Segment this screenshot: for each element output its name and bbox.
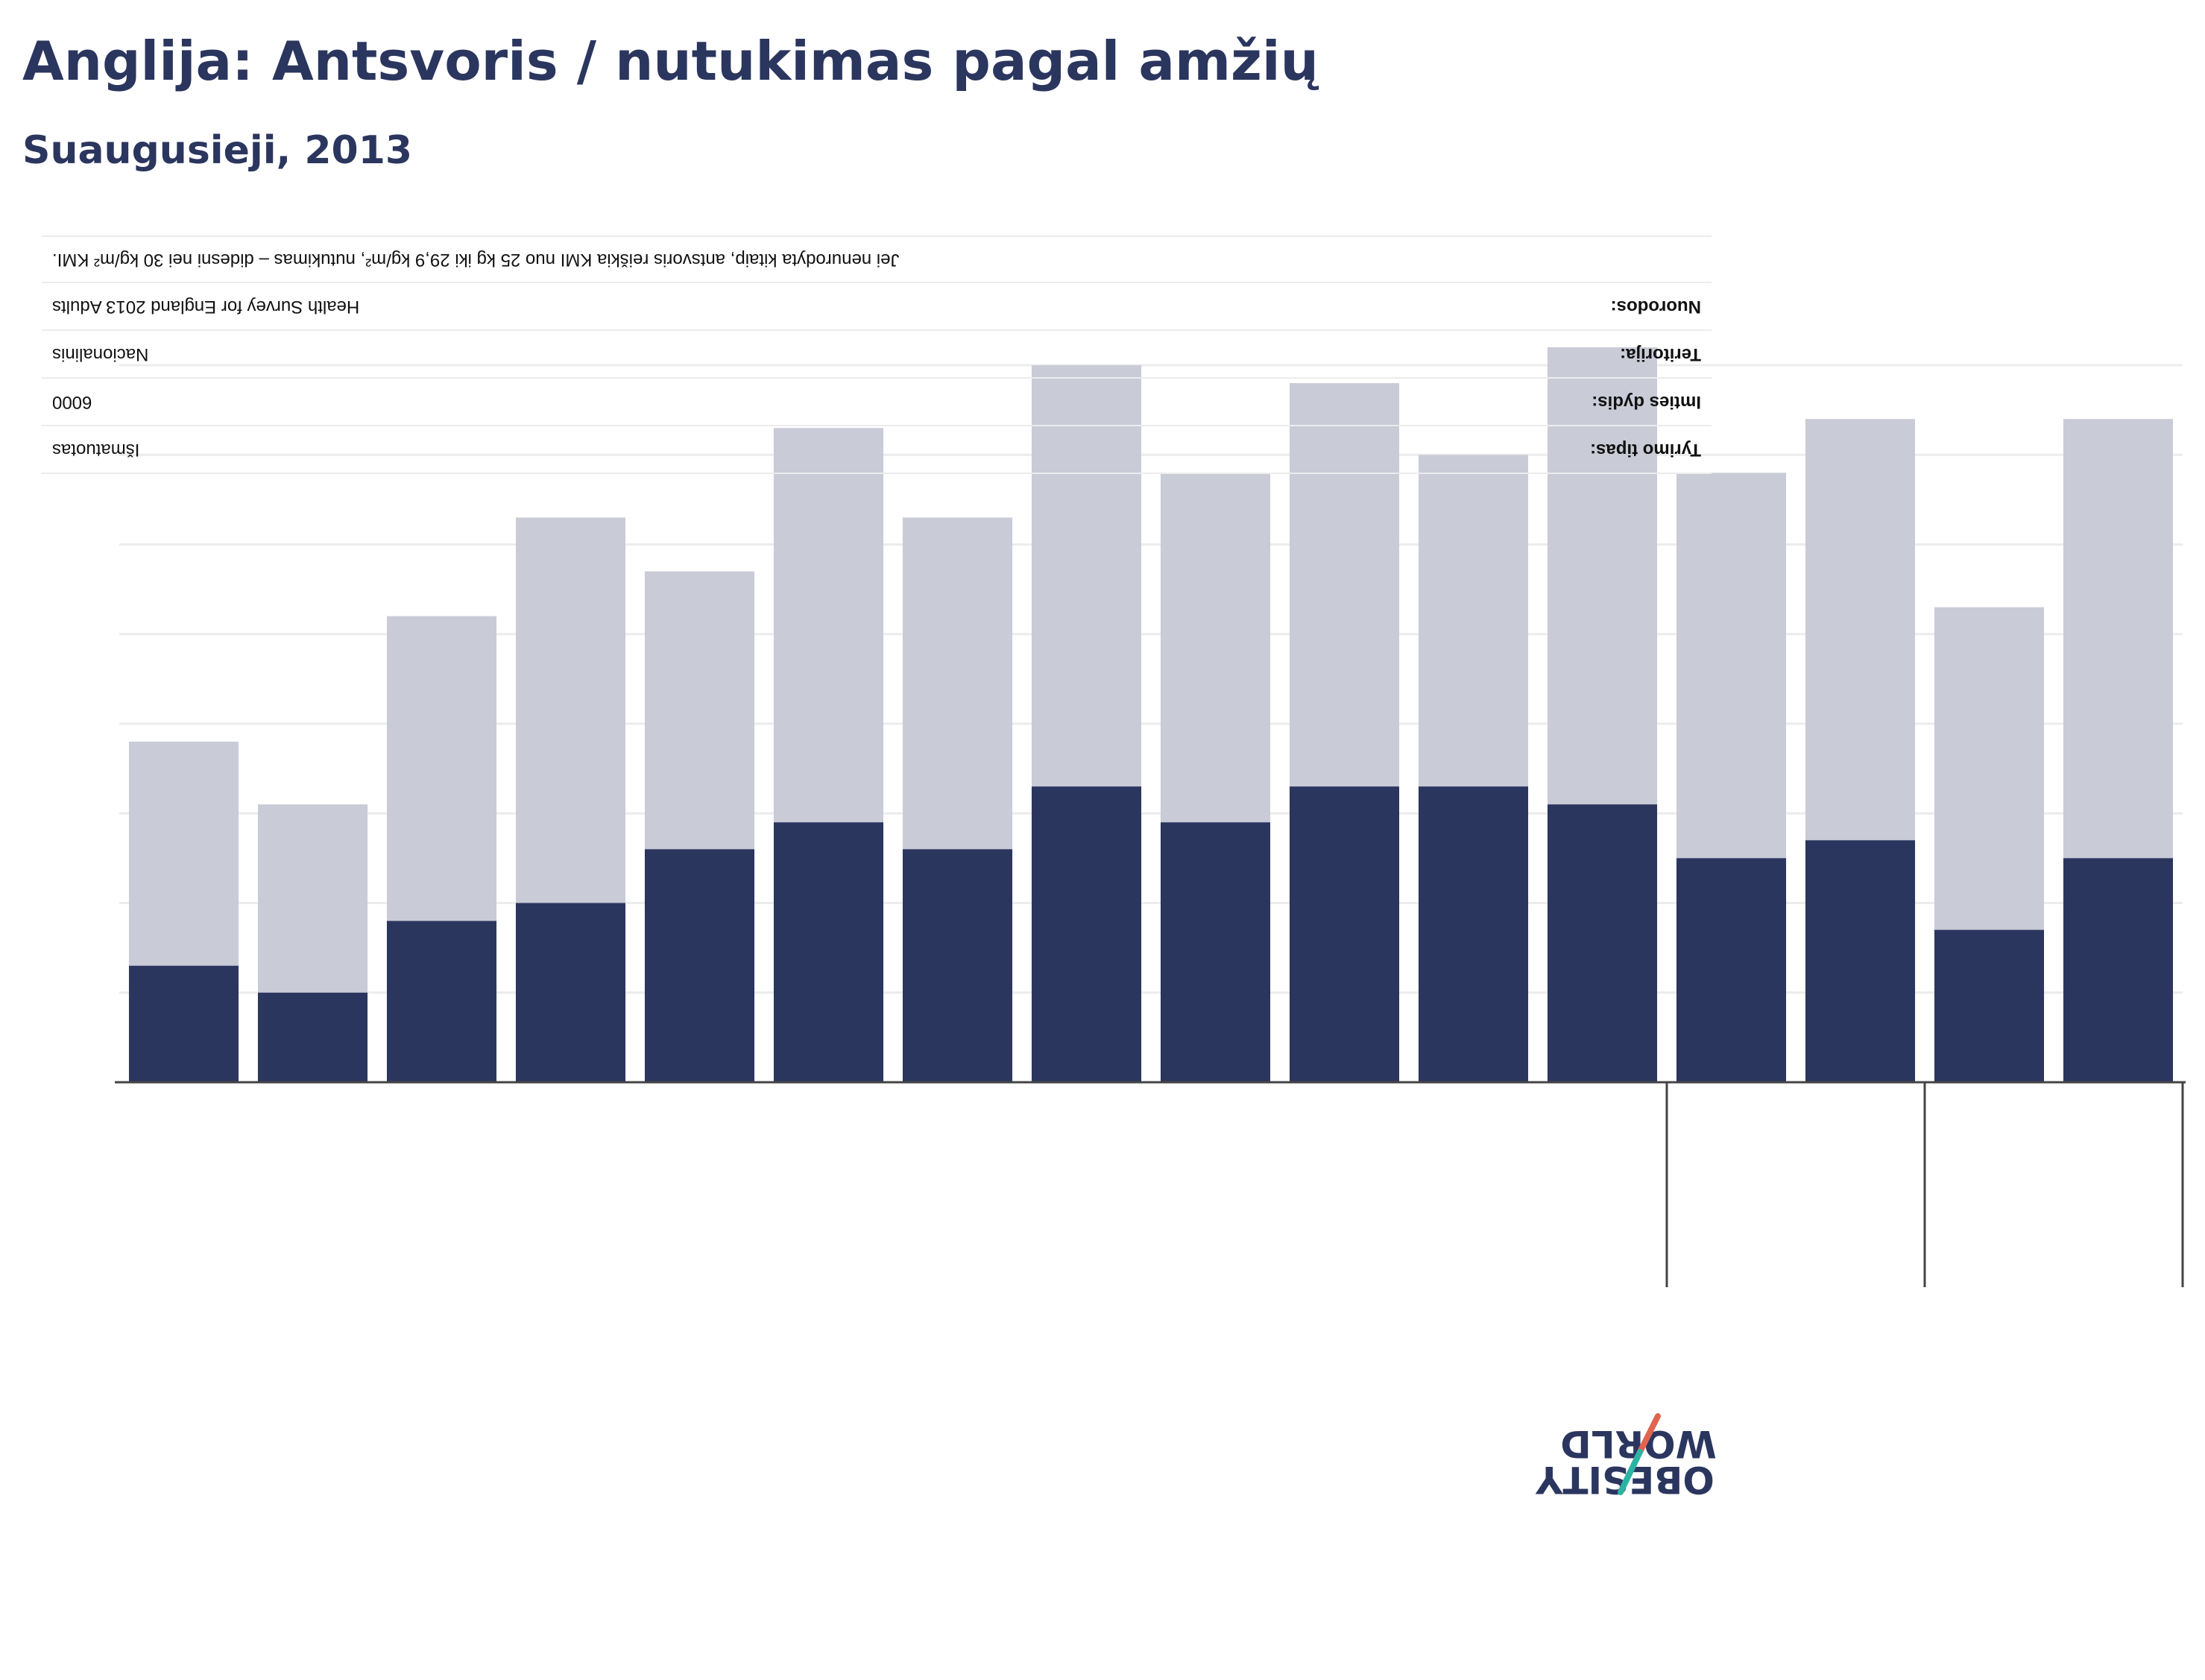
bar-overweight bbox=[1934, 607, 2045, 930]
metadata-row-sample: Imties dydis: 6000 bbox=[42, 379, 1712, 426]
logo-slash-teal bbox=[1618, 1449, 1643, 1495]
bar-overweight bbox=[902, 517, 1013, 850]
metadata-value: Health Survey for England 2013 Adults bbox=[52, 297, 360, 317]
bar-overweight bbox=[2063, 419, 2174, 859]
bar-obesity bbox=[1031, 786, 1142, 1082]
metadata-table: Tyrimo tipas: Išmatuotas Imties dydis: 6… bbox=[42, 236, 1712, 474]
bar-obesity bbox=[386, 920, 497, 1082]
bar-overweight bbox=[1418, 455, 1529, 787]
bar-overweight bbox=[644, 571, 755, 850]
metadata-note: Jei nenurodyta kitaip, antsvoris reiškia… bbox=[52, 250, 900, 270]
metadata-label: Tyrimo tipas: bbox=[1590, 440, 1701, 460]
bar-obesity bbox=[1547, 804, 1658, 1082]
metadata-value: 6000 bbox=[52, 392, 92, 412]
metadata-row-references: Nuorodos: Health Survey for England 2013… bbox=[42, 283, 1712, 331]
bar-obesity bbox=[902, 849, 1013, 1082]
bar-obesity bbox=[1160, 822, 1271, 1082]
metadata-row-territory: Teritorija: Nacionalinis bbox=[42, 331, 1712, 379]
metadata-label: Nuorodos: bbox=[1610, 297, 1701, 317]
bar-obesity bbox=[1418, 786, 1529, 1082]
bar-obesity bbox=[1805, 840, 1916, 1082]
bar-overweight bbox=[1676, 473, 1787, 859]
metadata-value: Nacionalinis bbox=[52, 344, 149, 364]
metadata-row-note: Jei nenurodyta kitaip, antsvoris reiškia… bbox=[42, 236, 1712, 283]
bar-overweight bbox=[1289, 383, 1400, 787]
bar-overweight bbox=[773, 428, 884, 823]
bar-overweight bbox=[515, 517, 626, 903]
bar-overweight bbox=[1031, 365, 1142, 787]
chart-title: Anglija: Antsvoris / nutukimas pagal amž… bbox=[22, 30, 1319, 92]
bar-obesity bbox=[644, 849, 755, 1082]
bar-obesity bbox=[1934, 929, 2045, 1082]
bar-overweight bbox=[386, 616, 497, 921]
metadata-label: Imties dydis: bbox=[1592, 392, 1701, 412]
bar-obesity bbox=[1676, 858, 1787, 1082]
bar-obesity bbox=[257, 992, 368, 1082]
bar-obesity bbox=[773, 822, 884, 1082]
metadata-row-type: Tyrimo tipas: Išmatuotas bbox=[42, 426, 1712, 474]
bar-overweight bbox=[257, 804, 368, 993]
metadata-label: Teritorija: bbox=[1620, 344, 1701, 364]
world-obesity-logo: OBESITY WORLD bbox=[1535, 1413, 1717, 1501]
bar-overweight bbox=[1160, 473, 1271, 823]
chart-subtitle: Suaugusieji, 2013 bbox=[22, 128, 413, 173]
bar-obesity bbox=[1289, 786, 1400, 1082]
bar-overweight bbox=[1547, 347, 1658, 805]
bar-overweight bbox=[128, 742, 239, 966]
metadata-value: Išmatuotas bbox=[52, 440, 140, 460]
bar-obesity bbox=[128, 965, 239, 1082]
bar-obesity bbox=[515, 903, 626, 1082]
logo-slash-coral bbox=[1637, 1413, 1661, 1455]
bar-overweight bbox=[1805, 419, 1916, 841]
bar-obesity bbox=[2063, 858, 2174, 1082]
